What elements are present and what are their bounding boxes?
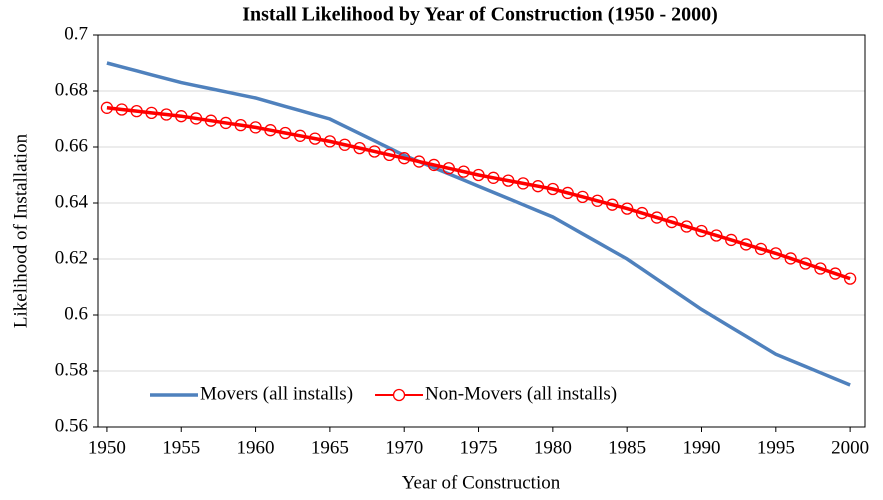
point-marker xyxy=(591,194,604,207)
x-tick-label: 1950 xyxy=(88,437,126,458)
point-marker xyxy=(621,202,634,215)
y-tick-label: 0.7 xyxy=(64,23,88,44)
x-axis-label: Year of Construction xyxy=(402,472,561,493)
point-marker xyxy=(100,101,114,114)
x-tick-label: 1960 xyxy=(237,437,275,458)
point-marker xyxy=(294,129,307,142)
x-tick-label: 1965 xyxy=(311,437,349,458)
x-tick-label: 1995 xyxy=(757,437,795,458)
point-marker xyxy=(323,135,337,148)
point-marker xyxy=(843,272,857,285)
point-marker xyxy=(219,116,232,130)
point-marker xyxy=(145,106,158,119)
point-marker xyxy=(160,108,173,121)
point-marker xyxy=(427,158,441,172)
x-tick-label: 1985 xyxy=(608,437,646,458)
point-marker xyxy=(368,145,381,158)
series-line xyxy=(106,106,851,281)
point-marker xyxy=(784,252,797,265)
point-marker xyxy=(189,112,203,125)
point-marker xyxy=(442,162,455,175)
series-line xyxy=(106,61,851,387)
x-tick-label: 2000 xyxy=(831,437,869,458)
point-marker xyxy=(739,238,753,251)
point-marker xyxy=(308,132,322,145)
x-tick-label: 1980 xyxy=(534,437,572,458)
point-marker xyxy=(710,229,723,242)
point-marker xyxy=(665,215,678,229)
point-marker xyxy=(516,177,530,190)
legend-label: Non-Movers (all installs) xyxy=(425,383,617,404)
point-marker xyxy=(576,190,589,203)
point-marker xyxy=(531,180,545,193)
point-marker xyxy=(546,182,559,196)
y-tick-label: 0.62 xyxy=(55,247,88,268)
point-marker xyxy=(130,105,143,118)
point-marker xyxy=(249,121,262,134)
point-marker xyxy=(754,242,768,256)
point-marker xyxy=(353,141,366,155)
point-marker xyxy=(175,110,188,123)
x-tick-label: 1970 xyxy=(385,437,423,458)
y-tick-label: 0.68 xyxy=(55,79,88,100)
point-marker xyxy=(650,211,664,224)
y-tick-label: 0.56 xyxy=(55,415,88,436)
point-marker xyxy=(412,155,426,168)
point-marker xyxy=(635,206,649,220)
point-marker xyxy=(234,119,247,132)
y-tick-label: 0.66 xyxy=(55,135,88,156)
point-marker xyxy=(502,174,515,187)
point-marker xyxy=(204,114,218,127)
point-marker xyxy=(264,124,277,137)
y-tick-label: 0.64 xyxy=(55,191,89,212)
point-marker xyxy=(279,126,292,140)
y-tick-label: 0.6 xyxy=(64,303,88,324)
legend-label: Movers (all installs) xyxy=(200,383,353,404)
x-tick-label: 1975 xyxy=(460,437,498,458)
point-marker xyxy=(769,247,782,260)
point-marker xyxy=(472,168,485,182)
point-marker xyxy=(814,262,827,275)
x-tick-label: 1955 xyxy=(162,437,200,458)
legend-marker xyxy=(392,388,406,402)
point-marker xyxy=(383,148,396,161)
point-marker xyxy=(606,198,619,211)
point-marker xyxy=(115,103,128,116)
point-marker xyxy=(561,186,574,200)
x-tick-label: 1990 xyxy=(682,437,720,458)
point-marker xyxy=(695,224,708,238)
y-axis-label: Likelihood of Installation xyxy=(10,133,31,328)
point-marker xyxy=(338,138,351,151)
y-tick-label: 0.58 xyxy=(55,359,88,380)
point-marker xyxy=(799,257,812,270)
point-marker xyxy=(457,165,470,178)
plot-frame xyxy=(97,34,866,428)
point-marker xyxy=(398,152,411,165)
point-marker xyxy=(829,267,842,280)
point-marker xyxy=(680,220,693,233)
point-marker xyxy=(487,171,500,184)
point-marker xyxy=(725,233,738,247)
chart-title: Install Likelihood by Year of Constructi… xyxy=(242,4,718,26)
